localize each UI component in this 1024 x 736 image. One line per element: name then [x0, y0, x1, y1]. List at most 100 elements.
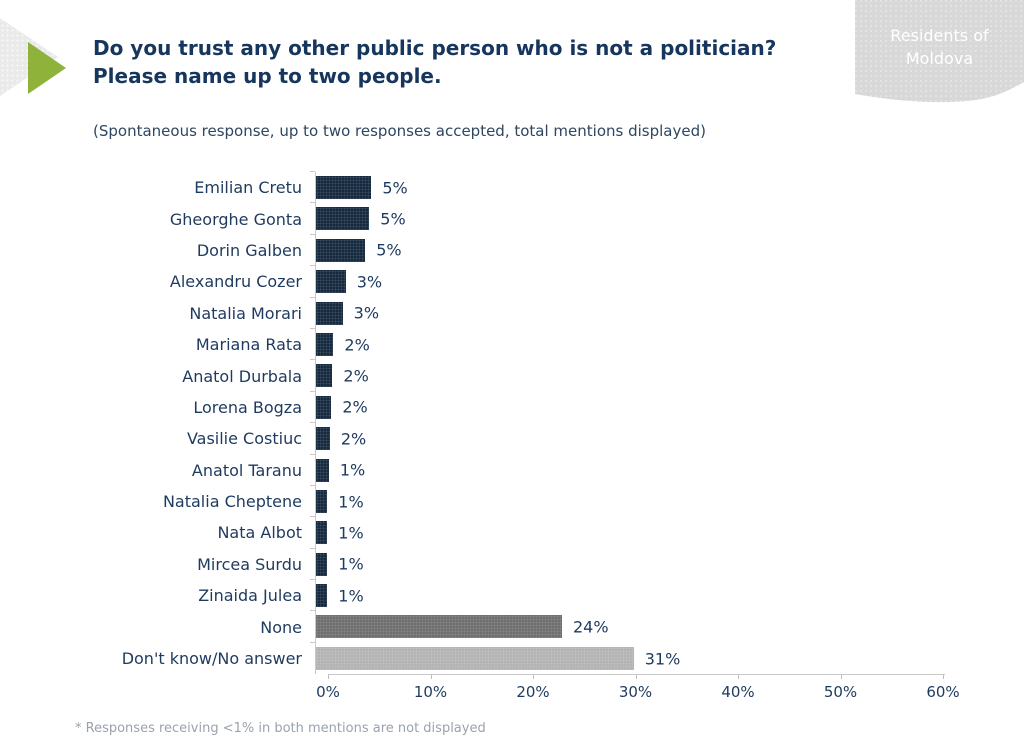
bar: [316, 301, 343, 325]
value-label: 1%: [338, 586, 364, 606]
bar: [316, 489, 328, 513]
category-label: Vasilie Costiuc: [186, 429, 302, 449]
plot-row: 31%: [310, 641, 930, 675]
bar: [316, 364, 333, 388]
bar: [316, 552, 328, 576]
category-label: Natalia Morari: [189, 303, 302, 323]
value-label: 24%: [573, 617, 609, 637]
x-axis-tick: [738, 675, 739, 680]
category-label: Lorena Bogza: [193, 397, 302, 417]
chart-row: Don't know/No answer 31%: [75, 641, 930, 675]
category-label: Gheorghe Gonta: [169, 209, 302, 229]
plot-row: 2%: [310, 359, 930, 392]
category-label: Alexandru Cozer: [169, 272, 302, 292]
x-axis-tick: [430, 675, 432, 680]
page-title: Do you trust any other public person who…: [93, 34, 776, 90]
x-axis-tick: [328, 675, 329, 680]
chart-row: Anatol Taranu 1%: [75, 453, 930, 486]
plot-row: 24%: [310, 610, 930, 643]
chart-row: Mariana Rata 2%: [75, 327, 930, 361]
bar: [316, 646, 634, 670]
chart-row: Natalia Morari 3%: [75, 296, 930, 329]
plot-row: 5%: [310, 202, 930, 235]
chart-row: Dorin Galben 5%: [75, 233, 930, 267]
plot-row: 1%: [310, 547, 930, 581]
chart-row: Zinaida Julea 1%: [75, 579, 930, 612]
x-axis-tick-label: 60%: [926, 683, 960, 702]
category-label: Don't know/No answer: [121, 649, 302, 669]
value-label: 1%: [339, 460, 366, 480]
value-label: 1%: [338, 523, 364, 543]
category-label: Mircea Surdu: [197, 554, 302, 574]
chart-row: Nata Albot 1%: [75, 516, 930, 549]
bar: [316, 615, 562, 639]
bar: [316, 395, 332, 419]
chart-row: Gheorghe Gonta 5%: [75, 202, 930, 235]
plot-row: 5%: [310, 233, 930, 267]
category-label: Anatol Taranu: [191, 460, 302, 480]
category-label: Anatol Durbala: [182, 366, 302, 386]
value-label: 1%: [338, 554, 364, 574]
chart-row: Vasilie Costiuc 2%: [75, 422, 930, 455]
category-label: Zinaida Julea: [198, 586, 302, 606]
bar-chart: Emilian Cretu 5% Gheorghe Gonta 5% Dorin Gal…: [75, 170, 960, 701]
corner-tag-wave-shape: [855, 0, 1024, 103]
plot-row: 1%: [310, 484, 930, 518]
x-axis-tick: [943, 675, 944, 680]
value-label: 31%: [644, 649, 681, 669]
page-title-line1: Do you trust any other public person who…: [93, 36, 777, 60]
plot-row: 2%: [310, 327, 930, 361]
chart-row: Alexandru Cozer 3%: [75, 265, 930, 298]
x-axis-tick-label: 20%: [516, 683, 550, 702]
x-axis-line: [328, 674, 945, 676]
x-axis-tick: [635, 675, 637, 680]
bar: [316, 427, 330, 451]
value-label: 2%: [344, 335, 370, 355]
value-label: 1%: [338, 492, 364, 512]
chart-row: Emilian Cretu 5%: [75, 170, 930, 204]
subtitle: (Spontaneous response, up to two respons…: [93, 122, 706, 140]
x-axis-tick-label: 10%: [413, 683, 448, 702]
page-title-line2: Please name up to two people.: [93, 64, 442, 88]
chart-row: Mircea Surdu 1%: [75, 547, 930, 581]
plot-row: 2%: [310, 390, 930, 424]
chart-row: Anatol Durbala 2%: [75, 359, 930, 392]
corner-tag-label: Residents of Moldova: [890, 26, 989, 68]
value-label: 5%: [382, 178, 408, 198]
bar: [316, 176, 372, 199]
x-axis-tick-label: 30%: [618, 683, 653, 702]
bar: [316, 238, 366, 262]
value-label: 5%: [376, 240, 402, 260]
plot-row: 1%: [310, 453, 930, 486]
bar: [316, 270, 346, 294]
chart-row: None 24%: [75, 610, 930, 643]
category-label: Dorin Galben: [196, 240, 302, 260]
x-axis-tick-label: 50%: [823, 683, 858, 702]
plot-row: 3%: [310, 296, 930, 329]
plot-row: 1%: [310, 516, 930, 549]
category-label: Emilian Cretu: [194, 178, 302, 198]
category-label: None: [260, 617, 302, 637]
category-label: Mariana Rata: [195, 335, 302, 355]
corner-tag: Residents of Moldova: [855, 0, 1024, 112]
bar: [316, 521, 328, 545]
chart-rows: Emilian Cretu 5% Gheorghe Gonta 5% Dorin Gal…: [75, 170, 930, 675]
value-label: 3%: [353, 303, 380, 323]
chart-row: Lorena Bogza 2%: [75, 390, 930, 424]
category-label: Natalia Cheptene: [162, 492, 302, 512]
value-label: 2%: [342, 397, 368, 417]
x-axis-tick: [533, 675, 534, 680]
x-axis-tick-label: 0%: [316, 683, 340, 702]
footnote: * Responses receiving <1% in both mentio…: [75, 721, 486, 736]
x-axis-tick-label: 40%: [721, 683, 755, 702]
value-label: 2%: [340, 429, 367, 449]
plot-row: 2%: [310, 422, 930, 455]
category-label: Nata Albot: [217, 523, 302, 543]
chart-row: Natalia Cheptene 1%: [75, 484, 930, 518]
value-label: 3%: [356, 272, 383, 292]
value-label: 5%: [380, 209, 406, 229]
x-axis-tick: [840, 675, 842, 680]
plot-row: 5%: [310, 170, 930, 204]
plot-row: 1%: [310, 579, 930, 612]
